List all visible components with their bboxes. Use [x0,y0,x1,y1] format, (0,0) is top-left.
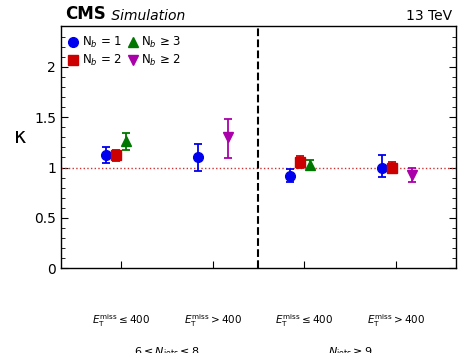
Y-axis label: κ: κ [14,127,26,148]
Text: Simulation: Simulation [107,9,185,23]
Text: $E_{\rm T}^{\rm miss}$$\leq$400: $E_{\rm T}^{\rm miss}$$\leq$400 [275,312,333,329]
Text: $E_{\rm T}^{\rm miss}$$>$400: $E_{\rm T}^{\rm miss}$$>$400 [367,312,425,329]
Text: 6$\leq N_{\rm jets}\leq$8: 6$\leq N_{\rm jets}\leq$8 [134,346,199,353]
Text: $E_{\rm T}^{\rm miss}$$>$400: $E_{\rm T}^{\rm miss}$$>$400 [184,312,242,329]
Text: $N_{\rm jets}\geq$9: $N_{\rm jets}\geq$9 [328,346,373,353]
Text: 13 TeV: 13 TeV [406,9,452,23]
Text: $E_{\rm T}^{\rm miss}$$\leq$400: $E_{\rm T}^{\rm miss}$$\leq$400 [92,312,150,329]
Legend: N$_{b}$ = 1, N$_{b}$ = 2, N$_{b}$ ≥ 3, N$_{b}$ ≥ 2: N$_{b}$ = 1, N$_{b}$ = 2, N$_{b}$ ≥ 3, N… [67,32,184,71]
Text: CMS: CMS [65,5,106,23]
